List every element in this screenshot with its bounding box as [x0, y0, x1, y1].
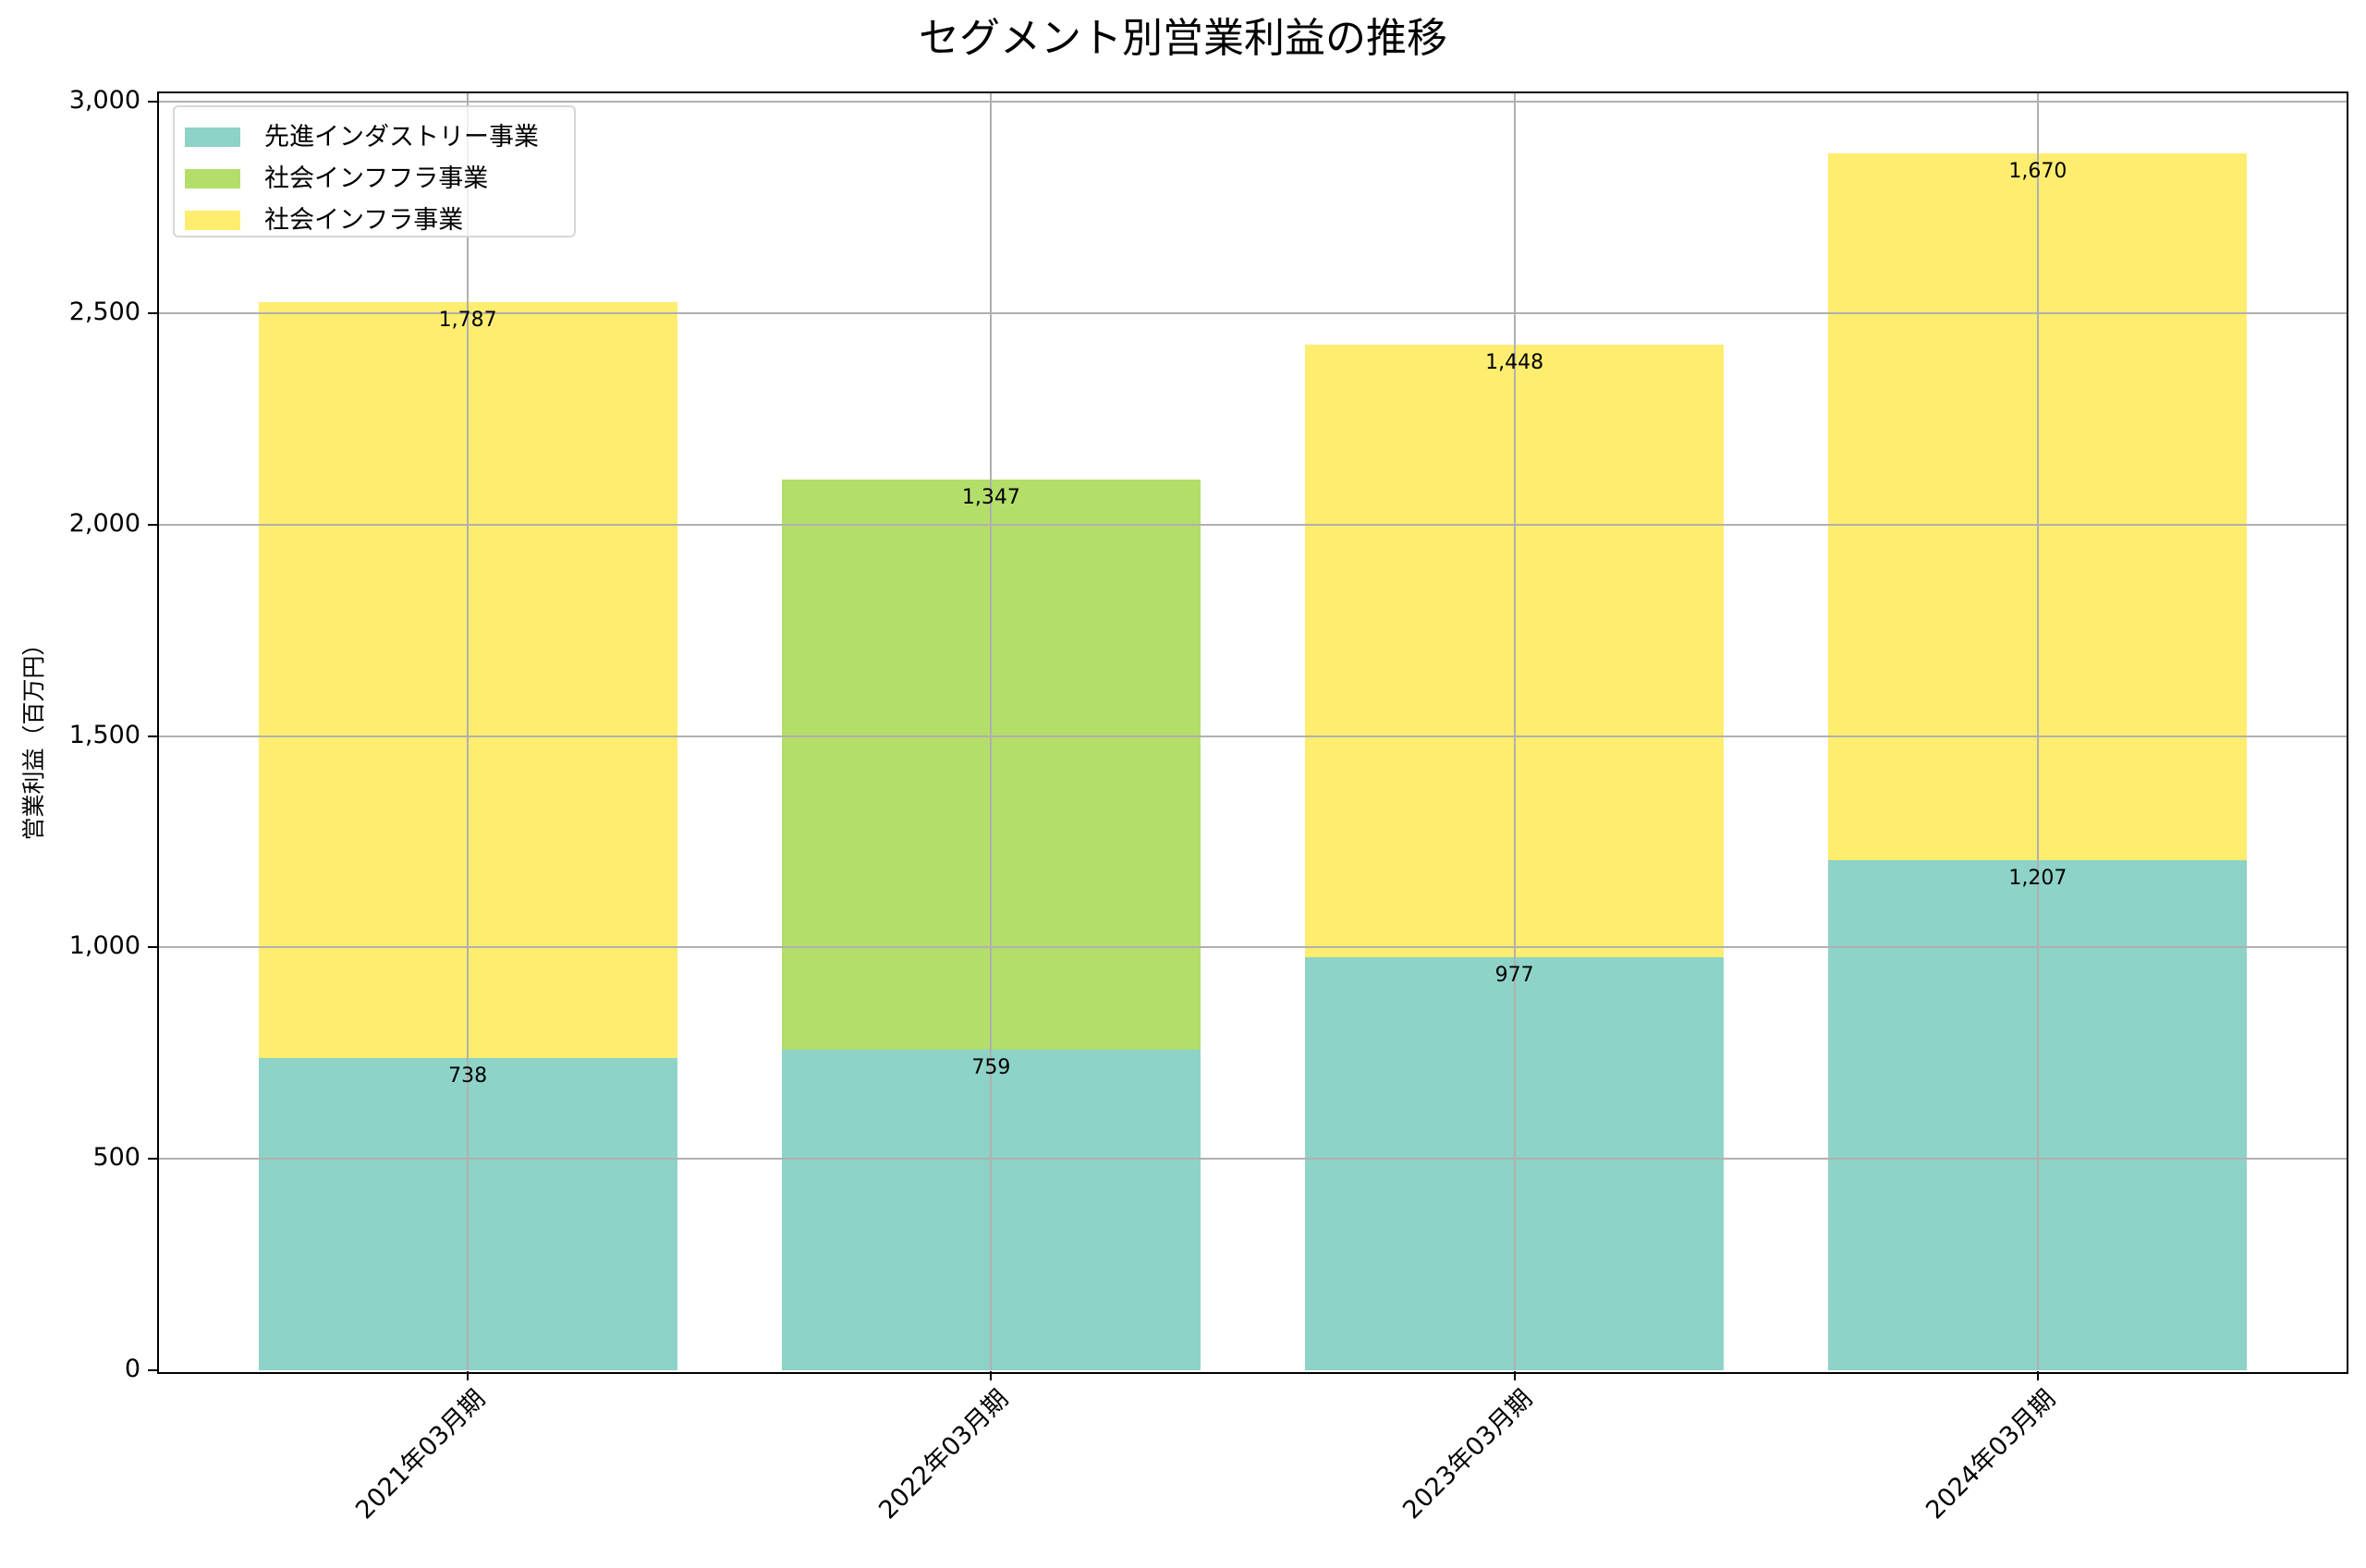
x-tick-label: 2021年03月期 [350, 1384, 492, 1525]
y-tick-label: 2,500 [68, 297, 140, 326]
x-tick-mark [990, 1371, 993, 1380]
y-tick-label: 2,000 [68, 508, 140, 538]
gridline-horizontal [159, 311, 2347, 314]
y-tick-label: 1,500 [68, 720, 140, 749]
y-tick-mark [148, 1158, 157, 1161]
x-tick-mark [2036, 1371, 2039, 1380]
y-tick-mark [148, 311, 157, 314]
data-label: 759 [971, 1055, 1011, 1079]
data-label: 1,207 [2008, 866, 2067, 890]
y-tick-label: 0 [124, 1355, 140, 1383]
gridline-vertical [2036, 93, 2039, 1370]
data-label: 977 [1494, 963, 1534, 987]
y-tick-mark [148, 946, 157, 949]
x-tick-mark [467, 1371, 470, 1380]
legend-label: 社会インフフラ事業 [264, 164, 489, 193]
gridline-vertical [1513, 93, 1516, 1370]
gridline-vertical [467, 93, 470, 1370]
data-label: 1,347 [961, 486, 1020, 510]
y-tick-mark [148, 523, 157, 526]
data-label: 1,448 [1485, 351, 1544, 375]
x-tick-mark [1513, 1371, 1516, 1380]
y-tick-mark [148, 1369, 157, 1371]
x-tick-label: 2022年03月期 [873, 1384, 1015, 1525]
chart-title: セグメント別営業利益の推移 [919, 15, 1447, 62]
legend-item: 社会インフフラ事業 [175, 158, 574, 200]
y-tick-label: 3,000 [68, 86, 140, 115]
y-tick-label: 500 [92, 1143, 140, 1173]
data-label: 738 [448, 1064, 488, 1088]
y-tick-label: 1,000 [68, 931, 140, 961]
legend-swatch-icon [185, 211, 240, 230]
y-tick-mark [148, 735, 157, 737]
x-tick-label: 2023年03月期 [1396, 1384, 1538, 1525]
gridline-vertical [990, 93, 993, 1370]
gridline-horizontal [159, 101, 2347, 103]
legend-item: 先進インダストリー事業 [175, 116, 574, 158]
y-tick-mark [148, 101, 157, 103]
legend: 先進インダストリー事業 社会インフフラ事業 社会インフラ事業 [173, 105, 576, 237]
gridline-horizontal [159, 946, 2347, 949]
legend-swatch-icon [185, 169, 240, 188]
data-label: 1,787 [438, 309, 497, 333]
legend-swatch-icon [185, 128, 240, 147]
legend-label: 社会インフラ事業 [264, 205, 464, 235]
x-tick-label: 2024年03月期 [1921, 1384, 2062, 1525]
gridline-horizontal [159, 1158, 2347, 1161]
gridline-horizontal [159, 523, 2347, 526]
gridline-horizontal [159, 735, 2347, 737]
legend-label: 先進インダストリー事業 [264, 122, 539, 152]
legend-item: 社会インフラ事業 [175, 200, 574, 241]
data-label: 1,670 [2008, 160, 2067, 184]
